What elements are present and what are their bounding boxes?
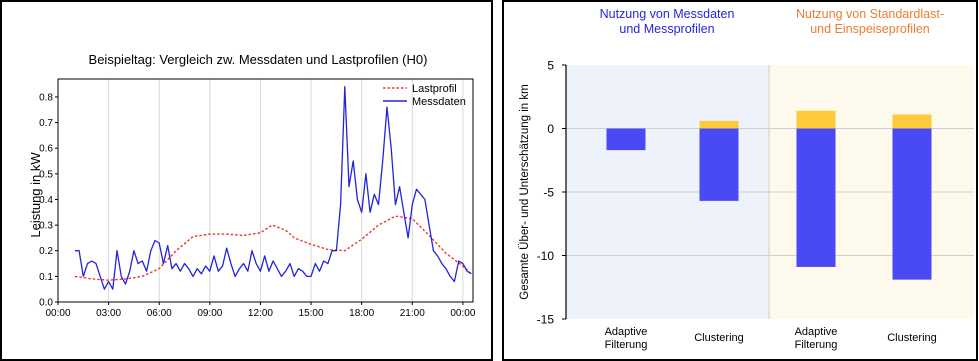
bar-chart-ylabel: Gesamte Über- und Unterschätzung in km: [519, 84, 531, 299]
line-chart-x-tick-label: 03:00: [96, 308, 121, 319]
line-chart-y-tick-label: 0.6: [39, 144, 53, 155]
bar-chart-y-tick-label: -15: [537, 313, 555, 327]
line-chart-x-tick-label: 15:00: [299, 308, 324, 319]
series-line-messdaten: [74, 86, 472, 290]
right-panel: Nutzung von Messdaten und Messprofilen N…: [502, 0, 978, 361]
line-chart-plot-area: [57, 78, 474, 303]
line-chart-x-tick-label: 12:00: [248, 308, 273, 319]
bar-over-3: [796, 110, 836, 129]
line-chart-x-axis: 00:00 03:00 06:00 09:00 12:00 15:00 18:00 21:00…: [45, 302, 476, 319]
left-panel-border: [0, 0, 493, 361]
category-label-4-line1: Clustering: [887, 332, 937, 344]
bar-chart-y-tick-label: -5: [543, 186, 554, 200]
line-chart-x-tick-label: 00:00: [45, 308, 70, 319]
line-chart-x-tick-label: 09:00: [197, 308, 222, 319]
group-title-standardlast-line2: und Einspeiseprofilen: [810, 22, 930, 36]
line-chart-y-tick-label: 0.8: [39, 92, 53, 103]
bar-chart-y-tick-label: 0: [547, 122, 554, 136]
series-line-lastprofil: [74, 215, 472, 281]
line-chart-y-tick-label: 0.4: [39, 195, 53, 206]
line-chart-y-tick-label: 0.3: [39, 221, 53, 232]
line-chart-x-tick-label: 18:00: [349, 308, 374, 319]
group-title-messdaten-line2: und Messprofilen: [619, 22, 714, 36]
category-label-1-line2: Filterung: [605, 339, 648, 351]
bar-chart-y-tick-label: -10: [537, 249, 555, 263]
bar-under-2: [699, 128, 739, 201]
bar-over-4: [892, 114, 932, 129]
line-chart-y-tick-label: 0.0: [39, 298, 53, 309]
category-label-2-line1: Clustering: [694, 332, 744, 344]
line-chart-series: [74, 86, 472, 290]
legend-label-messdaten: Messdaten: [412, 96, 466, 108]
line-chart-y-axis: 0.0 0.1 0.2 0.3 0.4 0.5 0.6 0.7 0.8: [39, 92, 58, 309]
line-chart-y-tick-label: 0.7: [39, 118, 53, 129]
line-chart-x-tick-label: 00:00: [450, 308, 475, 319]
line-chart-y-tick-label: 0.1: [39, 272, 53, 283]
line-chart-x-tick-label: 21:00: [400, 308, 425, 319]
line-chart-y-tick-label: 0.2: [39, 246, 53, 257]
bar-chart-y-axis: 5 0 -5 -10 -15: [537, 59, 566, 327]
category-label-1-line1: Adaptive: [605, 326, 648, 338]
bar-chart-bars: [606, 110, 932, 280]
bar-under-4: [892, 128, 932, 280]
group-title-standardlast-line1: Nutzung von Standardlast-: [796, 7, 944, 21]
legend-label-lastprofil: Lastprofil: [412, 83, 457, 95]
bar-under-1: [606, 128, 646, 151]
line-chart-legend: Lastprofil Messdaten: [383, 83, 466, 108]
left-panel: Beispieltag: Vergleich zw. Messdaten und…: [0, 0, 493, 361]
category-label-3-line1: Adaptive: [795, 326, 838, 338]
line-chart-title: Beispieltag: Vergleich zw. Messdaten und…: [89, 52, 428, 67]
bar-under-3: [796, 128, 836, 267]
line-chart-x-tick-label: 06:00: [147, 308, 172, 319]
line-chart-ylabel: Leistung in kW: [28, 152, 43, 238]
bar-chart-y-tick-label: 5: [547, 59, 554, 73]
group-title-messdaten-line1: Nutzung von Messdaten: [600, 7, 735, 21]
bar-over-2: [699, 120, 739, 129]
category-label-3-line2: Filterung: [795, 339, 838, 351]
line-chart-y-tick-label: 0.5: [39, 169, 53, 180]
